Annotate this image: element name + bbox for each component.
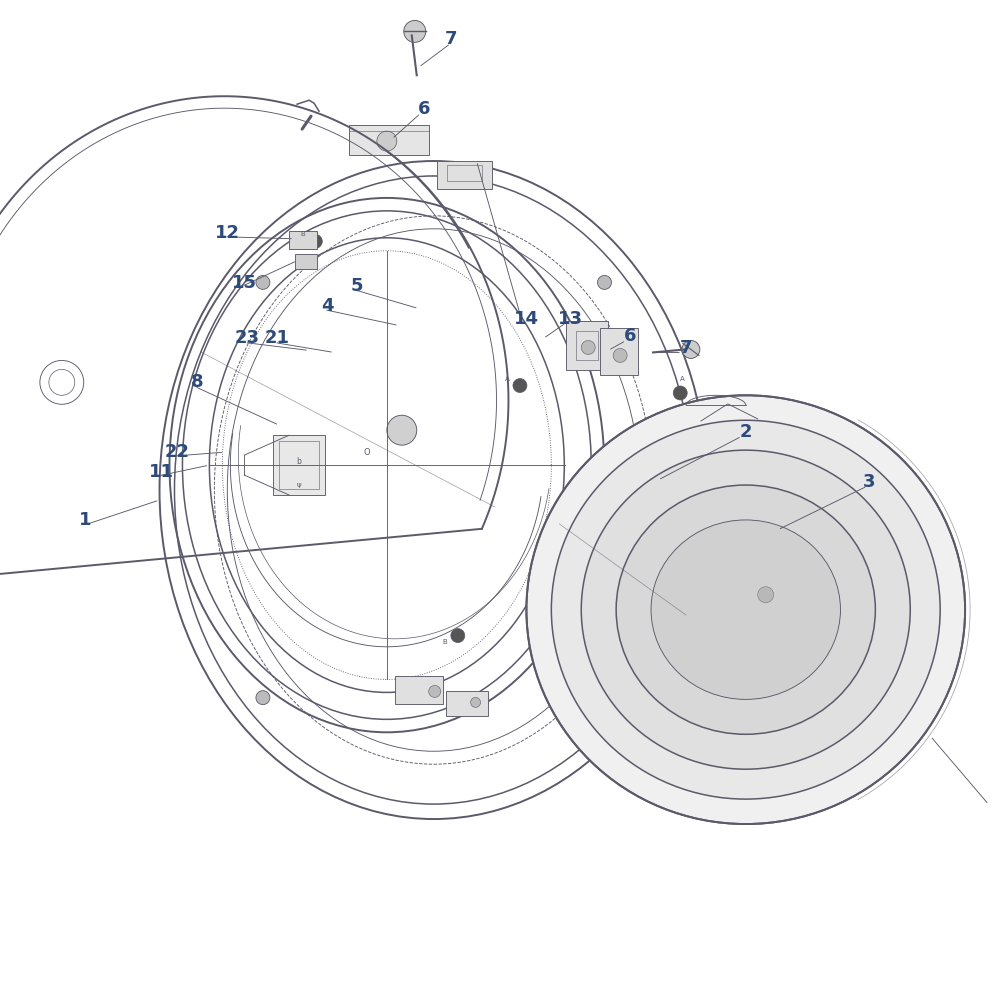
Bar <box>349 125 429 155</box>
Text: 14: 14 <box>513 310 539 328</box>
Text: 11: 11 <box>149 463 174 481</box>
Bar <box>566 321 608 370</box>
Circle shape <box>256 275 270 289</box>
Bar <box>576 331 598 360</box>
Circle shape <box>471 697 481 707</box>
Bar <box>279 441 319 489</box>
Circle shape <box>758 587 774 603</box>
Bar <box>437 161 492 189</box>
Circle shape <box>682 340 700 358</box>
Text: b: b <box>297 457 301 466</box>
Text: B: B <box>443 639 448 645</box>
Text: 2: 2 <box>740 423 752 441</box>
Bar <box>295 254 317 269</box>
Text: O: O <box>364 448 370 457</box>
Circle shape <box>387 415 417 445</box>
Ellipse shape <box>616 485 875 734</box>
Circle shape <box>613 348 627 362</box>
Text: ψ: ψ <box>297 482 301 488</box>
Text: 7: 7 <box>680 339 692 357</box>
Circle shape <box>597 275 611 289</box>
Text: 4: 4 <box>321 297 333 315</box>
Bar <box>289 231 317 249</box>
Text: A: A <box>680 376 685 382</box>
Ellipse shape <box>526 395 965 824</box>
Text: 21: 21 <box>264 329 290 347</box>
Circle shape <box>429 685 441 697</box>
Circle shape <box>308 234 322 248</box>
Text: 23: 23 <box>234 329 260 347</box>
Circle shape <box>597 691 611 705</box>
Circle shape <box>673 386 687 400</box>
Ellipse shape <box>581 450 910 769</box>
Bar <box>447 165 482 181</box>
Text: 7: 7 <box>445 30 457 48</box>
Text: 6: 6 <box>624 327 636 345</box>
Bar <box>446 691 488 716</box>
Circle shape <box>404 20 426 42</box>
Circle shape <box>581 340 595 354</box>
Text: 8: 8 <box>191 373 203 391</box>
Circle shape <box>451 629 465 643</box>
Text: 3: 3 <box>863 473 875 491</box>
Bar <box>395 676 443 704</box>
Circle shape <box>512 379 527 393</box>
Text: 22: 22 <box>165 443 190 461</box>
Bar <box>600 328 638 375</box>
Text: 13: 13 <box>557 310 583 328</box>
Text: 1: 1 <box>79 511 91 529</box>
Text: 12: 12 <box>214 224 240 242</box>
Circle shape <box>256 691 270 705</box>
Bar <box>273 435 325 495</box>
Text: 15: 15 <box>231 274 257 292</box>
Ellipse shape <box>551 420 940 799</box>
Text: 5: 5 <box>351 277 363 295</box>
Circle shape <box>377 131 397 151</box>
Ellipse shape <box>651 520 840 699</box>
Text: B: B <box>300 231 305 237</box>
Text: 6: 6 <box>418 100 430 118</box>
Text: A: A <box>504 376 509 382</box>
